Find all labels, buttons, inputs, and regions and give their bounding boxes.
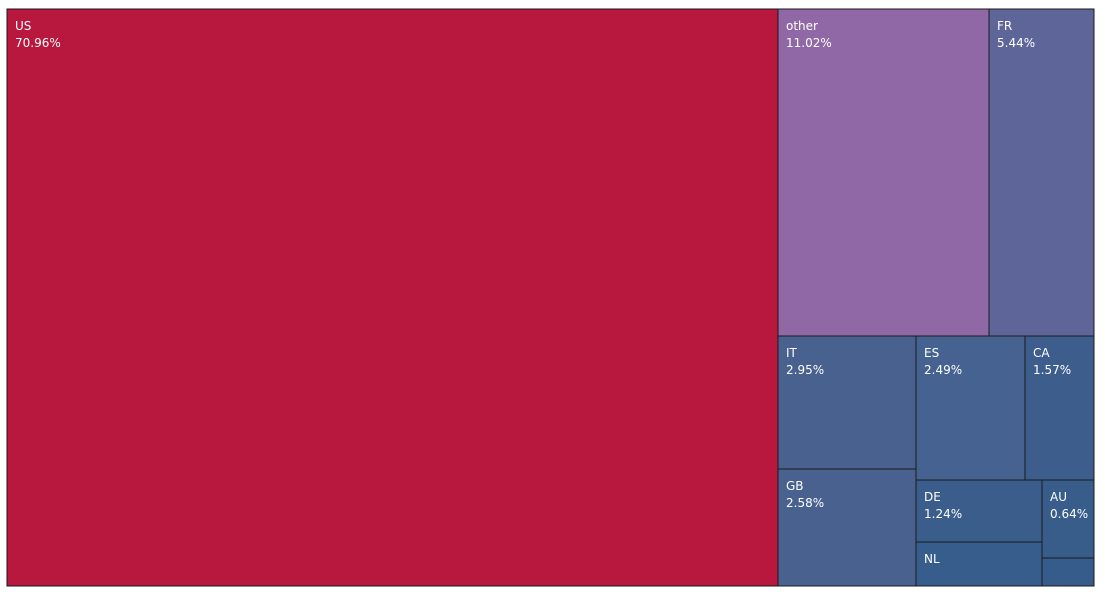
- tile-label-au: AU: [1050, 490, 1067, 504]
- tile-rect-nl[interactable]: [915, 541, 1043, 587]
- treemap-tile-au[interactable]: AU 0.64%: [1041, 479, 1095, 559]
- tile-rect-us[interactable]: [6, 8, 779, 587]
- tile-label-de: DE: [924, 490, 941, 504]
- treemap-tile-fr[interactable]: FR 5.44%: [988, 8, 1095, 337]
- tile-label-it: IT: [786, 346, 798, 360]
- treemap-tile-it[interactable]: IT 2.95%: [777, 335, 917, 470]
- tile-label-es: ES: [924, 346, 939, 360]
- tile-label-gb: GB: [786, 479, 804, 493]
- tile-value-other: 11.02%: [786, 36, 832, 50]
- tile-label-ca: CA: [1033, 346, 1050, 360]
- tile-rect-it[interactable]: [777, 335, 917, 470]
- tile-label-fr: FR: [997, 19, 1012, 33]
- tile-value-us: 70.96%: [15, 36, 61, 50]
- treemap-tile-other[interactable]: other 11.02%: [777, 8, 990, 337]
- tile-label-nl: NL: [924, 552, 940, 566]
- treemap-tile-es[interactable]: ES 2.49%: [915, 335, 1026, 481]
- treemap-tile-nl[interactable]: NL: [915, 541, 1043, 587]
- tile-rect-gb[interactable]: [777, 468, 917, 587]
- treemap-tile-gb[interactable]: GB 2.58%: [777, 468, 917, 587]
- treemap-tile-unlabeled[interactable]: [1041, 557, 1095, 587]
- tile-value-es: 2.49%: [924, 363, 962, 377]
- treemap-tile-de[interactable]: DE 1.24%: [915, 479, 1043, 543]
- tile-label-other: other: [786, 19, 818, 33]
- tile-value-de: 1.24%: [924, 507, 962, 521]
- tile-label-us: US: [15, 19, 31, 33]
- tile-rect-ca[interactable]: [1024, 335, 1095, 481]
- tile-rect-fr[interactable]: [988, 8, 1095, 337]
- treemap-tile-ca[interactable]: CA 1.57%: [1024, 335, 1095, 481]
- tile-value-ca: 1.57%: [1033, 363, 1071, 377]
- tile-value-it: 2.95%: [786, 363, 824, 377]
- tile-rect-es[interactable]: [915, 335, 1026, 481]
- treemap-tile-us[interactable]: US 70.96%: [6, 8, 779, 587]
- tile-rect-unlabeled[interactable]: [1041, 557, 1095, 587]
- tile-value-fr: 5.44%: [997, 36, 1035, 50]
- tile-value-au: 0.64%: [1050, 507, 1088, 521]
- tile-rect-de[interactable]: [915, 479, 1043, 543]
- tile-rect-other[interactable]: [777, 8, 990, 337]
- tile-value-gb: 2.58%: [786, 496, 824, 510]
